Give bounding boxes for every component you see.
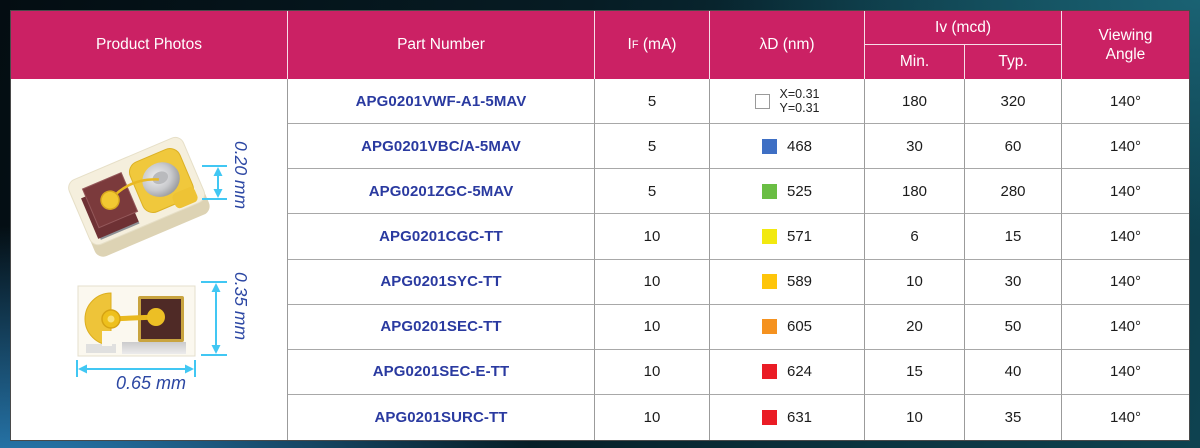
if-value: 5: [595, 79, 710, 125]
lambda-cell: X=0.31 Y=0.31: [710, 79, 865, 125]
lambda-cell: 571: [710, 214, 865, 260]
arrowheads: [78, 167, 223, 374]
header-iv-typ: Typ.: [965, 45, 1062, 79]
header-part-number: Part Number: [288, 11, 595, 79]
if-value: 10: [595, 214, 710, 260]
part-number: APG0201VWF-A1-5MAV: [288, 79, 595, 125]
dim-label-height-bottom: 0.35 mm: [231, 272, 251, 341]
lambda-value: 624: [786, 363, 813, 381]
led-package-illustration: [68, 136, 227, 377]
if-value: 10: [595, 349, 710, 395]
color-swatch: [761, 183, 777, 199]
color-swatch: [761, 228, 777, 244]
dim-label-width: 0.65 mm: [115, 373, 187, 393]
viewing-angle: 140°: [1062, 394, 1189, 440]
lambda-value: 605: [786, 318, 813, 336]
viewing-angle: 140°: [1062, 169, 1189, 215]
viewing-angle: 140°: [1062, 304, 1189, 350]
iv-typ: 320: [965, 79, 1062, 125]
iv-min: 180: [865, 169, 965, 215]
iv-typ: 40: [965, 349, 1062, 395]
part-number: APG0201SEC-E-TT: [288, 349, 595, 395]
iv-min: 30: [865, 124, 965, 170]
if-value: 10: [595, 259, 710, 305]
part-number: APG0201SEC-TT: [288, 304, 595, 350]
part-number: APG0201ZGC-5MAV: [288, 169, 595, 215]
lambda-cell: 525: [710, 169, 865, 215]
iv-min: 6: [865, 214, 965, 260]
color-swatch: [761, 364, 777, 380]
header-lambda: λD (nm): [710, 11, 865, 79]
iv-min: 10: [865, 394, 965, 440]
viewing-angle: 140°: [1062, 79, 1189, 125]
part-number: APG0201SYC-TT: [288, 259, 595, 305]
color-swatch: [754, 93, 770, 109]
header-iv-min: Min.: [865, 45, 965, 79]
lambda-value: 525: [786, 182, 813, 200]
viewing-angle: 140°: [1062, 214, 1189, 260]
part-number: APG0201VBC/A-5MAV: [288, 124, 595, 170]
lambda-value: 571: [786, 227, 813, 245]
lambda-value: 631: [786, 408, 813, 426]
if-value: 5: [595, 169, 710, 215]
lambda-value: 589: [786, 273, 813, 291]
iv-min: 10: [865, 259, 965, 305]
if-value: 5: [595, 124, 710, 170]
led-isometric-view: [68, 136, 210, 257]
viewing-angle: 140°: [1062, 124, 1189, 170]
iv-typ: 280: [965, 169, 1062, 215]
product-photos-cell: 0.20 mm 0.35 mm 0.65 mm: [11, 79, 288, 440]
viewing-angle: 140°: [1062, 349, 1189, 395]
lambda-cell: 624: [710, 349, 865, 395]
header-product-photos: Product Photos: [11, 11, 288, 79]
iv-typ: 50: [965, 304, 1062, 350]
color-swatch: [761, 138, 777, 154]
lambda-cell: 631: [710, 394, 865, 440]
lambda-value: 468: [786, 137, 813, 155]
iv-min: 180: [865, 79, 965, 125]
color-swatch: [761, 274, 777, 290]
iv-typ: 35: [965, 394, 1062, 440]
iv-typ: 15: [965, 214, 1062, 260]
lambda-cell: 589: [710, 259, 865, 305]
header-viewing-angle: Viewing Angle: [1062, 11, 1189, 79]
color-swatch: [761, 409, 777, 425]
iv-min: 15: [865, 349, 965, 395]
header-iv-mcd: Iv (mcd): [865, 11, 1062, 45]
lambda-cell: 605: [710, 304, 865, 350]
led-top-view: [77, 285, 196, 357]
iv-typ: 30: [965, 259, 1062, 305]
part-number: APG0201CGC-TT: [288, 214, 595, 260]
iv-min: 20: [865, 304, 965, 350]
part-number: APG0201SURC-TT: [288, 394, 595, 440]
dim-label-height-top: 0.20 mm: [231, 141, 251, 210]
iv-typ: 60: [965, 124, 1062, 170]
viewing-angle: 140°: [1062, 259, 1189, 305]
if-value: 10: [595, 394, 710, 440]
color-swatch: [761, 319, 777, 335]
lambda-cell: 468: [710, 124, 865, 170]
chromaticity: X=0.31 Y=0.31: [779, 86, 820, 116]
if-value: 10: [595, 304, 710, 350]
